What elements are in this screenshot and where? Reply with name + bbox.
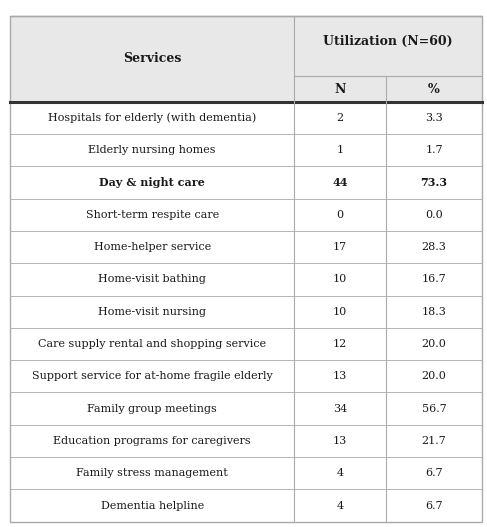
Text: Elderly nursing homes: Elderly nursing homes xyxy=(89,145,216,155)
Text: Home-visit bathing: Home-visit bathing xyxy=(98,275,206,285)
Text: 17: 17 xyxy=(333,242,347,252)
Text: Home-helper service: Home-helper service xyxy=(94,242,211,252)
Text: 0.0: 0.0 xyxy=(425,210,443,220)
Text: 34: 34 xyxy=(333,404,347,414)
Bar xyxy=(10,231,482,264)
Text: Utilization (N=60): Utilization (N=60) xyxy=(323,35,453,48)
Bar xyxy=(10,296,482,328)
Text: 16.7: 16.7 xyxy=(422,275,447,285)
Text: 13: 13 xyxy=(333,436,347,446)
Text: 10: 10 xyxy=(333,275,347,285)
Text: Family stress management: Family stress management xyxy=(76,469,228,479)
Text: N: N xyxy=(335,83,346,95)
Text: 56.7: 56.7 xyxy=(422,404,447,414)
Text: Support service for at-home fragile elderly: Support service for at-home fragile elde… xyxy=(32,372,273,382)
Bar xyxy=(10,328,482,360)
Text: Hospitals for elderly (with dementia): Hospitals for elderly (with dementia) xyxy=(48,113,256,123)
Text: 3.3: 3.3 xyxy=(425,113,443,123)
Text: 1: 1 xyxy=(337,145,344,155)
Text: 12: 12 xyxy=(333,339,347,349)
Text: 13: 13 xyxy=(333,372,347,382)
Text: 28.3: 28.3 xyxy=(422,242,447,252)
Text: Education programs for caregivers: Education programs for caregivers xyxy=(54,436,251,446)
Text: 4: 4 xyxy=(337,469,344,479)
Bar xyxy=(10,167,482,199)
Text: 18.3: 18.3 xyxy=(422,307,447,317)
Text: 6.7: 6.7 xyxy=(425,501,443,511)
Bar xyxy=(10,425,482,457)
Text: Services: Services xyxy=(123,52,181,65)
Text: 21.7: 21.7 xyxy=(422,436,447,446)
Text: Care supply rental and shopping service: Care supply rental and shopping service xyxy=(38,339,266,349)
Text: 2: 2 xyxy=(337,113,344,123)
Text: Short-term respite care: Short-term respite care xyxy=(86,210,219,220)
Text: 73.3: 73.3 xyxy=(420,177,448,188)
Text: 1.7: 1.7 xyxy=(425,145,443,155)
Text: 44: 44 xyxy=(332,177,348,188)
Bar xyxy=(10,490,482,522)
Bar xyxy=(10,199,482,231)
Text: 20.0: 20.0 xyxy=(422,339,447,349)
Bar xyxy=(10,264,482,296)
Text: Day & night care: Day & night care xyxy=(99,177,205,188)
Bar xyxy=(10,134,482,167)
Text: Home-visit nursing: Home-visit nursing xyxy=(98,307,206,317)
Bar xyxy=(10,76,482,102)
Text: 20.0: 20.0 xyxy=(422,372,447,382)
Text: %: % xyxy=(428,83,440,95)
Text: 0: 0 xyxy=(337,210,344,220)
Bar xyxy=(10,457,482,490)
Text: Dementia helpline: Dementia helpline xyxy=(101,501,204,511)
Text: 10: 10 xyxy=(333,307,347,317)
Text: Family group meetings: Family group meetings xyxy=(87,404,217,414)
Text: 4: 4 xyxy=(337,501,344,511)
Bar xyxy=(10,393,482,425)
Bar xyxy=(10,102,482,134)
Bar xyxy=(10,360,482,393)
Text: 6.7: 6.7 xyxy=(425,469,443,479)
